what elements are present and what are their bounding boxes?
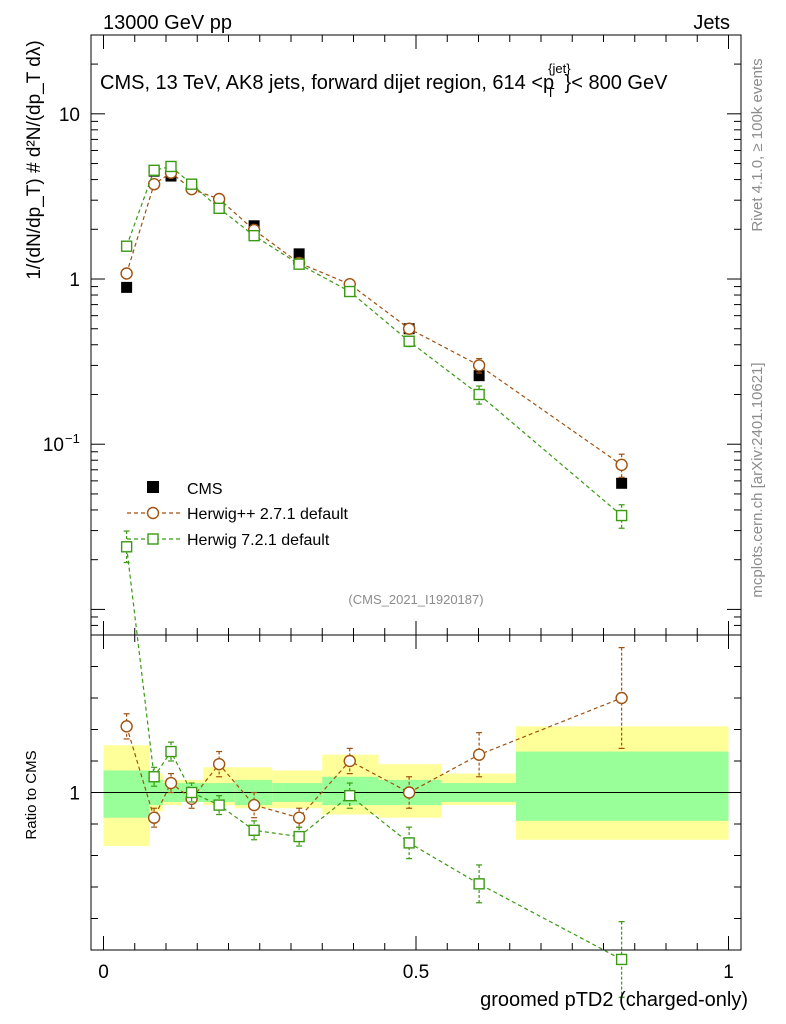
header-right: Jets <box>693 12 730 34</box>
ratio-series-0-line <box>126 697 622 820</box>
watermark: (CMS_2021_I1920187) <box>348 592 483 607</box>
x-axis-label: groomed pTD2 (charged-only) <box>480 989 748 1011</box>
main-series-1-point-0 <box>120 267 133 280</box>
ratio-series-1-point-3 <box>185 786 198 799</box>
main-ytick-label-1: 1 <box>69 270 80 291</box>
ratio-series-0-point-5 <box>247 798 261 812</box>
main-series-1-point-1 <box>147 177 161 191</box>
band-inner-10 <box>516 751 729 821</box>
legend-cms-marker <box>147 481 159 493</box>
ratio-series-1-point-1 <box>148 771 160 783</box>
ratio-series-0-point-10 <box>615 691 628 705</box>
main-ylabel: 1/(dN/dp_T) # d²N/(dp_T dλ) <box>24 40 45 279</box>
legend: CMS Herwig++ 2.7.1 default Herwig 7.2.1 … <box>127 481 349 549</box>
title-end: }< 800 GeV <box>565 72 669 94</box>
ratio-series-0-point-2 <box>164 776 178 790</box>
ratio-ytick-label-0: 1 <box>69 784 80 805</box>
main-series-1-point-10 <box>615 458 628 472</box>
ratio-series-1-point-10 <box>615 953 628 966</box>
ratio-series-0-point-9 <box>472 748 486 761</box>
main-series-1-line <box>126 171 622 466</box>
main-series-2-line <box>126 165 622 516</box>
data-marks <box>120 160 628 998</box>
band-inner-0 <box>103 770 150 818</box>
ratio-series-1-point-6 <box>293 830 305 843</box>
ratio-series-1-point-5 <box>248 824 260 836</box>
legend-cms-label: CMS <box>187 481 223 498</box>
main-series-2-point-7 <box>344 285 356 298</box>
x-tick-label-2: 1 <box>723 962 734 983</box>
ratio-series-0-point-7 <box>343 754 356 768</box>
x-tick-label-0: 0 <box>98 962 109 983</box>
ratio-ylabel: Ratio to CMS <box>23 750 40 839</box>
ratio-series-0-point-1 <box>147 811 161 824</box>
main-series-2-point-1 <box>148 164 160 177</box>
title-sup: {jet} <box>548 61 571 76</box>
ratio-series-0-point-4 <box>212 757 226 771</box>
x-tick-label-1: 0.5 <box>403 962 429 983</box>
mcplots-label: mcplots.cern.ch [arXiv:2401.10621] <box>749 362 766 597</box>
ratio-bands <box>103 726 729 847</box>
ratio-series-0-point-0 <box>120 720 133 733</box>
main-ytick-label-0: 10 <box>59 105 80 126</box>
main-series-2-point-10 <box>615 509 628 522</box>
title-main: CMS, 13 TeV, AK8 jets, forward dijet reg… <box>100 72 554 94</box>
main-series-2-point-2 <box>165 160 177 173</box>
main-series-0-point-0 <box>121 281 133 293</box>
main-series-2-point-9 <box>473 388 485 401</box>
legend-herwig7-label: Herwig 7.2.1 default <box>187 532 330 549</box>
ratio-series-0-point-8 <box>402 786 416 799</box>
main-series-1-point-8 <box>402 322 416 335</box>
ratio-series-1-point-2 <box>165 745 177 758</box>
rivet-label: Rivet 4.1.0, ≥ 100k events <box>749 58 766 231</box>
main-ytick-label-2: 10 <box>43 435 64 456</box>
main-series-0-point-10 <box>616 477 628 489</box>
legend-herwigpp-label: Herwig++ 2.7.1 default <box>187 506 349 523</box>
main-series-2-point-0 <box>120 240 133 252</box>
header-left: 13000 GeV pp <box>103 12 232 34</box>
main-series-0-point-6 <box>293 248 305 260</box>
plot-title: CMS, 13 TeV, AK8 jets, forward dijet reg… <box>100 61 668 100</box>
main-series-0-point-9 <box>473 370 485 382</box>
ratio-series-1-point-8 <box>403 837 415 849</box>
ratio-series-1-point-9 <box>473 878 485 890</box>
title-sub: T <box>547 85 555 100</box>
ratio-series-1-point-4 <box>213 799 225 811</box>
ratio-series-1-point-0 <box>120 541 133 553</box>
main-series-1-point-9 <box>472 359 486 372</box>
main-series-2-point-5 <box>248 229 260 242</box>
legend-herwig7-marker <box>147 533 159 545</box>
legend-herwigpp-marker <box>146 506 160 520</box>
main-series-2-point-3 <box>185 178 198 190</box>
main-series-2-point-8 <box>403 335 415 347</box>
main-series-2-point-4 <box>213 202 225 214</box>
main-ytick-label-exp-2: −1 <box>65 431 80 446</box>
ratio-series-0-point-6 <box>292 811 306 824</box>
ratio-series-1-point-7 <box>344 789 356 802</box>
main-series-2-point-6 <box>293 258 305 270</box>
